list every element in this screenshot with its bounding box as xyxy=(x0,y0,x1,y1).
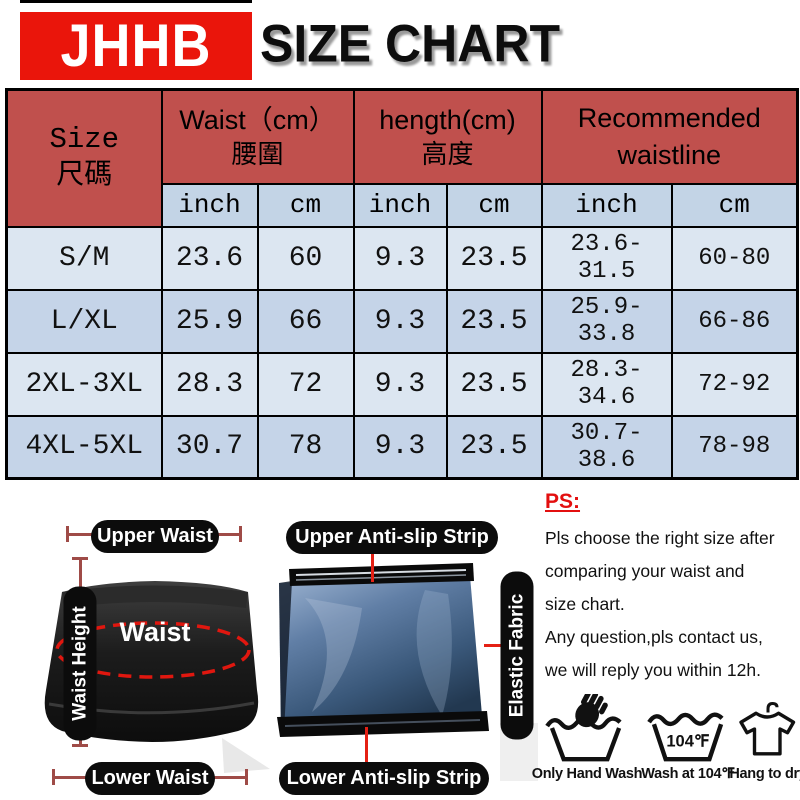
hand-wash-icon xyxy=(545,694,622,762)
value-cell: 9.3 xyxy=(352,414,448,480)
value-cell: 23.6 xyxy=(160,225,259,291)
value-cell: 66-86 xyxy=(670,288,799,354)
care-item-hang-dry: Hang to dry xyxy=(729,694,800,782)
value-cell: 9.3 xyxy=(352,225,448,291)
value-cell: 25.9-33.8 xyxy=(540,288,673,354)
wash-temp-icon: 104℉ xyxy=(647,712,724,762)
unit-header: cm xyxy=(445,182,543,228)
ps-note-line: size chart. xyxy=(545,594,625,614)
brand-logo: JHHB xyxy=(20,12,252,80)
ps-note-line: Any question,pls contact us, xyxy=(545,627,763,647)
upper-waist-label: Upper Waist xyxy=(91,520,219,553)
elastic-fabric-pointer-line xyxy=(484,644,504,647)
lower-waist-label: Lower Waist xyxy=(85,762,215,795)
measure-tick xyxy=(72,557,88,560)
waist-height-label: Waist Height xyxy=(63,586,97,741)
table-row: 2XL-3XL 28.3 72 9.3 23.5 28.3-34.6 72-92 xyxy=(5,351,799,417)
size-chart-table: Size 尺碼 Waist（cm） 腰圍 hength(cm) 高度 Recom… xyxy=(5,88,800,480)
value-cell: 30.7 xyxy=(160,414,259,480)
header-waist: Waist（cm） 腰圍 xyxy=(160,88,355,185)
value-cell: 23.5 xyxy=(445,414,543,480)
waist-label: Waist xyxy=(119,617,191,647)
value-cell: 66 xyxy=(256,288,355,354)
table-row: S/M 23.6 60 9.3 23.5 23.6-31.5 60-80 xyxy=(5,225,799,291)
care-item-wash-temp: 104℉ Wash at 104℉ xyxy=(640,694,736,782)
value-cell: 30.7-38.6 xyxy=(540,414,673,480)
unit-header: inch xyxy=(352,182,448,228)
value-cell: 23.5 xyxy=(445,351,543,417)
lower-anti-slip-strip-label: Lower Anti-slip Strip xyxy=(279,762,489,795)
value-cell: 60-80 xyxy=(670,225,799,291)
value-cell: 78-98 xyxy=(670,414,799,480)
table-unit-row: inch cm inch cm inch cm xyxy=(7,182,799,228)
unit-header: cm xyxy=(256,182,355,228)
ps-note-line: Pls choose the right size after xyxy=(545,528,775,548)
unit-header: cm xyxy=(670,182,799,228)
measure-tick xyxy=(66,526,69,542)
unit-header: inch xyxy=(160,182,259,228)
inner-garment-photo xyxy=(277,563,489,737)
header-length: hength(cm) 高度 xyxy=(352,88,543,185)
top-border-line xyxy=(20,0,252,3)
care-label: Hang to dry xyxy=(729,766,800,782)
size-cell: 2XL-3XL xyxy=(5,351,163,417)
brand-logo-text: JHHB xyxy=(60,12,212,80)
value-cell: 72-92 xyxy=(670,351,799,417)
table-row: 4XL-5XL 30.7 78 9.3 23.5 30.7-38.6 78-98 xyxy=(5,414,799,480)
care-item-hand-wash: Only Hand Wash xyxy=(531,694,643,782)
ps-note-line: comparing your waist and xyxy=(545,561,745,581)
value-cell: 23.5 xyxy=(445,225,543,291)
table-row: L/XL 25.9 66 9.3 23.5 25.9-33.8 66-86 xyxy=(5,288,799,354)
lower-strip-pointer-line xyxy=(365,727,368,763)
value-cell: 78 xyxy=(256,414,355,480)
unit-header: inch xyxy=(540,182,673,228)
measure-tick xyxy=(52,769,55,785)
upper-strip-pointer-line xyxy=(371,553,374,582)
value-cell: 9.3 xyxy=(352,288,448,354)
size-cell: 4XL-5XL xyxy=(5,414,163,480)
size-cell: L/XL xyxy=(5,288,163,354)
ps-note-line: we will reply you within 12h. xyxy=(545,660,761,680)
product-diagram-art xyxy=(44,563,538,781)
elastic-fabric-label: Elastic Fabric xyxy=(500,571,534,740)
page-title: SIZE CHART xyxy=(260,14,560,73)
measure-tick xyxy=(245,769,248,785)
value-cell: 72 xyxy=(256,351,355,417)
header-recommended: Recommended waistline xyxy=(540,88,799,185)
measure-tick xyxy=(72,744,88,747)
shadow-shape xyxy=(222,738,270,773)
header-size: Size 尺碼 xyxy=(5,88,163,228)
care-instructions: Only Hand Wash 104℉ Wash at 104℉ Hang to… xyxy=(531,694,800,782)
size-chart-table-wrap: Size 尺碼 Waist（cm） 腰圍 hength(cm) 高度 Recom… xyxy=(5,88,800,480)
ps-notes: PS: Pls choose the right size after comp… xyxy=(545,490,797,687)
value-cell: 23.5 xyxy=(445,288,543,354)
upper-anti-slip-strip-label: Upper Anti-slip Strip xyxy=(286,521,498,554)
value-cell: 28.3-34.6 xyxy=(540,351,673,417)
hang-dry-icon xyxy=(739,701,796,756)
value-cell: 23.6-31.5 xyxy=(540,225,673,291)
wash-temp-text: 104℉ xyxy=(666,732,710,751)
ps-label: PS: xyxy=(545,490,581,513)
care-label: Wash at 104℉ xyxy=(641,766,735,782)
value-cell: 28.3 xyxy=(160,351,259,417)
waist-measure-ellipse xyxy=(55,621,251,679)
table-header-row: Size 尺碼 Waist（cm） 腰圍 hength(cm) 高度 Recom… xyxy=(5,88,799,228)
outer-garment-photo xyxy=(44,581,259,742)
value-cell: 60 xyxy=(256,225,355,291)
measure-tick xyxy=(239,526,242,542)
size-cell: S/M xyxy=(5,225,163,291)
value-cell: 25.9 xyxy=(160,288,259,354)
value-cell: 9.3 xyxy=(352,351,448,417)
care-label: Only Hand Wash xyxy=(531,766,643,782)
